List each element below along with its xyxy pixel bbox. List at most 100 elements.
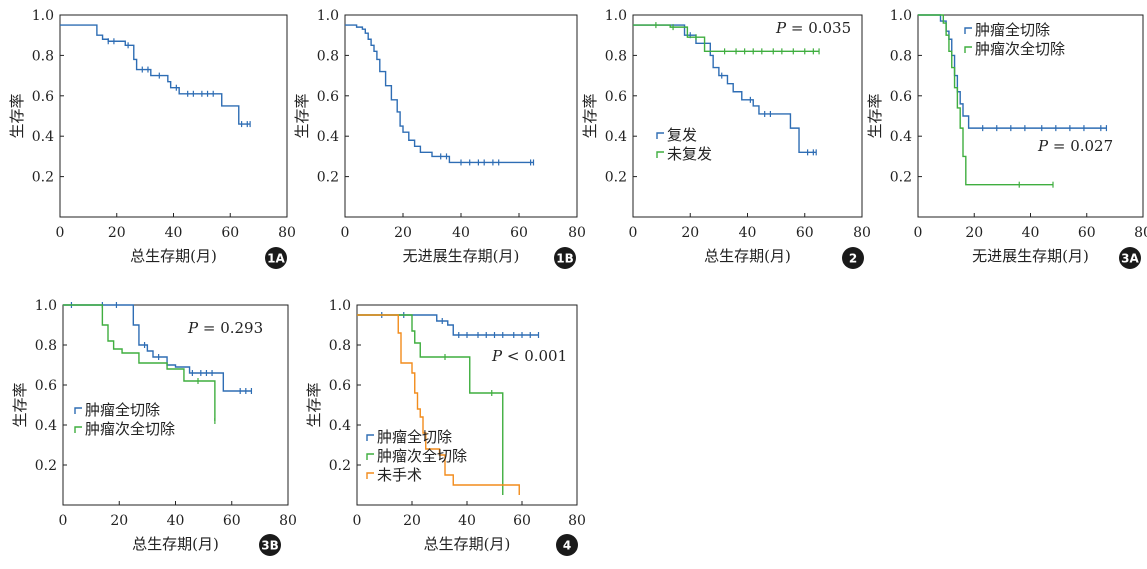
x-tick-label: 40 <box>165 225 183 241</box>
km-curve-肿瘤次全切除 <box>63 304 216 421</box>
panel-badge <box>842 247 864 269</box>
x-axis-label: 无进展生存期(月) <box>972 247 1089 265</box>
x-axis-label: 总生存期(月) <box>132 535 219 553</box>
km-curve-肿瘤全切除 <box>63 304 252 392</box>
chart-panel-1B: 0 20 40 60 80 0.2 0.4 0.6 0.8 1.0 无进展生存期(月) 生存率 1B <box>293 8 586 269</box>
y-tick-label: 0.8 <box>317 48 339 64</box>
panel-badge-label: 4 <box>563 539 571 553</box>
x-tick-label: 80 <box>278 225 296 241</box>
x-tick-label: 0 <box>56 225 65 241</box>
panel-badge-label: 3A <box>1121 252 1139 266</box>
km-curve-series-0 <box>345 24 534 164</box>
y-tick-label: 0.4 <box>35 418 57 434</box>
y-axis-label: 生存率 <box>866 93 884 138</box>
legend-swatch <box>74 426 82 433</box>
x-tick-label: 20 <box>108 225 126 241</box>
legend-swatch <box>656 151 664 158</box>
y-tick-label: 0.4 <box>317 129 339 145</box>
y-tick-label: 0.4 <box>890 129 912 145</box>
x-tick-label: 40 <box>458 513 476 529</box>
legend-swatch <box>964 46 972 53</box>
legend-label: 未复发 <box>667 145 712 163</box>
km-curve-series-0 <box>60 24 251 125</box>
y-tick-label: 0.2 <box>317 170 339 186</box>
legend-swatch <box>366 472 374 479</box>
panel-badge-label: 1A <box>267 252 285 266</box>
y-tick-label: 0.2 <box>329 458 351 474</box>
chart-panel-1A: 0 20 40 60 80 0.2 0.4 0.6 0.8 1.0 总生存期(月) 生存率 1A <box>8 8 296 269</box>
legend-label: 肿瘤全切除 <box>85 401 160 419</box>
y-tick-label: 1.0 <box>329 298 351 314</box>
x-tick-label: 40 <box>452 225 470 241</box>
plot-frame <box>632 14 863 218</box>
x-tick-label: 80 <box>1134 225 1147 241</box>
km-curve-未复发 <box>633 24 820 53</box>
x-tick-label: 80 <box>853 225 871 241</box>
y-tick-label: 0.8 <box>35 338 57 354</box>
chart-panel-4: 0 20 40 60 80 0.2 0.4 0.6 0.8 1.0 总生存期(月) 生存率肿瘤全切除肿… <box>305 298 586 556</box>
km-curve-肿瘤次全切除 <box>918 14 1053 186</box>
y-tick-label: 0.2 <box>32 170 54 186</box>
y-tick-label: 0.4 <box>32 129 54 145</box>
y-tick-label: 1.0 <box>35 298 57 314</box>
y-tick-label: 1.0 <box>32 8 54 24</box>
x-tick-label: 80 <box>568 513 586 529</box>
km-curve-未手术 <box>357 314 520 495</box>
x-tick-label: 40 <box>739 225 757 241</box>
y-tick-label: 0.6 <box>890 89 912 105</box>
y-tick-label: 0.6 <box>605 89 627 105</box>
x-tick-label: 20 <box>403 513 421 529</box>
legend-label: 肿瘤次全切除 <box>975 40 1065 58</box>
y-axis-label: 生存率 <box>305 382 323 427</box>
plot-frame <box>344 14 578 218</box>
x-tick-label: 0 <box>59 513 68 529</box>
y-axis-label: 生存率 <box>293 93 311 138</box>
y-tick-label: 0.6 <box>32 89 54 105</box>
chart-panel-3B: 0 20 40 60 80 0.2 0.4 0.6 0.8 1.0 总生存期(月) 生存率 肿瘤全切除肿… <box>11 298 297 556</box>
y-tick-label: 1.0 <box>890 8 912 24</box>
y-axis-label: 生存率 <box>8 93 26 138</box>
x-tick-label: 60 <box>1078 225 1096 241</box>
panel-badge <box>556 534 578 556</box>
y-tick-label: 0.2 <box>890 170 912 186</box>
y-tick-label: 0.8 <box>605 48 627 64</box>
legend-label: 肿瘤全切除 <box>975 21 1050 39</box>
x-axis-label: 无进展生存期(月) <box>403 247 520 265</box>
y-tick-label: 0.8 <box>329 338 351 354</box>
y-tick-label: 0.6 <box>329 378 351 394</box>
y-tick-label: 0.8 <box>890 48 912 64</box>
p-value-label: P = 0.035 <box>775 19 851 37</box>
x-tick-label: 80 <box>279 513 297 529</box>
x-tick-label: 20 <box>110 513 128 529</box>
y-tick-label: 1.0 <box>317 8 339 24</box>
x-axis-label: 总生存期(月) <box>424 535 511 553</box>
legend-swatch <box>366 453 374 460</box>
y-axis-label: 生存率 <box>11 382 29 427</box>
y-tick-label: 0.4 <box>605 129 627 145</box>
panel-badge <box>1119 247 1141 269</box>
x-tick-label: 0 <box>629 225 638 241</box>
x-tick-label: 40 <box>1022 225 1040 241</box>
x-tick-label: 20 <box>965 225 983 241</box>
legend-label: 肿瘤次全切除 <box>85 420 175 438</box>
p-value-label: P = 0.293 <box>187 319 263 337</box>
legend-swatch <box>656 132 664 139</box>
legend-swatch <box>74 407 82 414</box>
y-tick-label: 0.2 <box>35 458 57 474</box>
chart-panel-3A: 0 20 40 60 80 0.2 0.4 0.6 0.8 1.0 无进展生存期(月) 生存率 肿瘤全切… <box>866 8 1147 269</box>
panel-badge <box>259 534 281 556</box>
panel-badge-label: 1B <box>556 252 574 266</box>
panel-badge-label: 2 <box>849 252 857 266</box>
legend-swatch <box>366 434 374 441</box>
panel-badge <box>265 247 287 269</box>
x-axis-label: 总生存期(月) <box>704 247 791 265</box>
x-tick-label: 0 <box>353 513 362 529</box>
legend-label: 未手术 <box>377 466 422 484</box>
x-tick-label: 60 <box>796 225 814 241</box>
x-tick-label: 20 <box>681 225 699 241</box>
x-tick-label: 0 <box>914 225 923 241</box>
km-curve-肿瘤次全切除 <box>357 314 504 495</box>
x-tick-label: 0 <box>341 225 350 241</box>
